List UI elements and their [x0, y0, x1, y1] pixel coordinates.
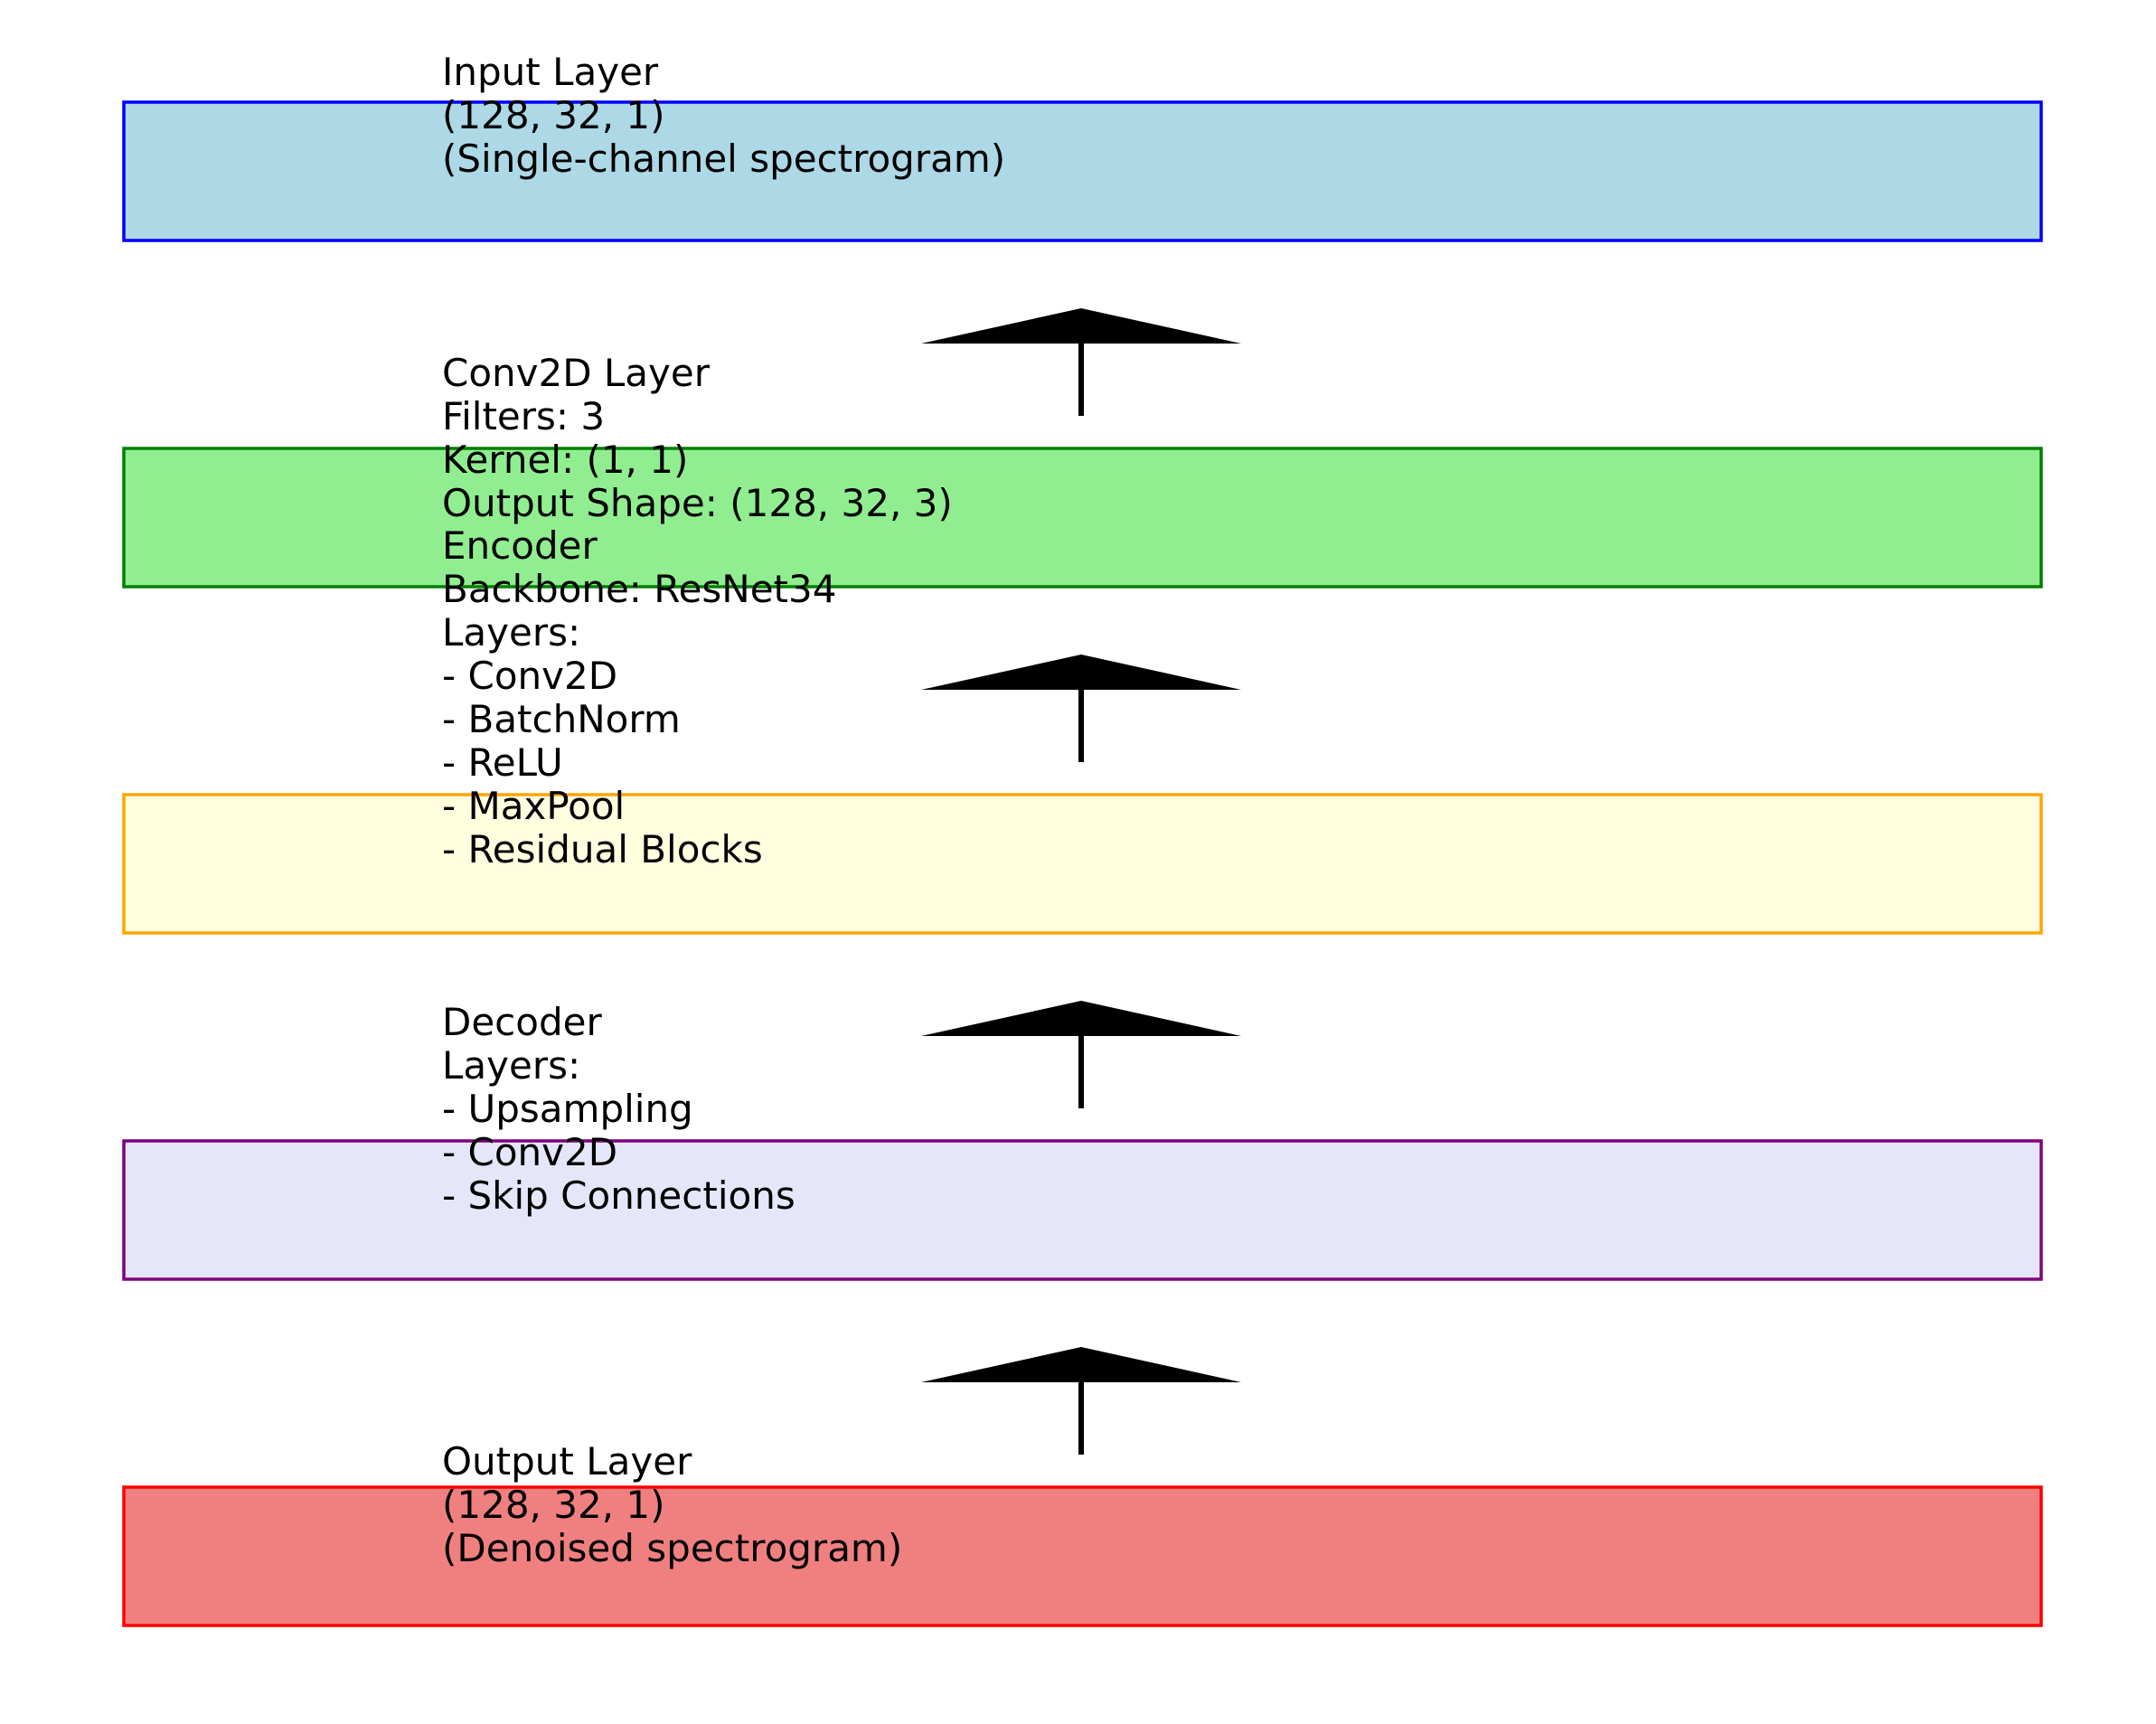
conv2d-layer-kernel: Kernel: (1, 1): [442, 438, 688, 482]
conv2d-layer-box: [122, 447, 2043, 589]
encoder-box: [122, 793, 2043, 935]
encoder-layer-item: - MaxPool: [442, 784, 625, 828]
flow-arrows: [921, 308, 1241, 1455]
output-layer-box: [122, 1485, 2043, 1627]
encoder-layer-item: - Conv2D: [442, 654, 617, 698]
encoder-backbone: Backbone: ResNet34: [442, 567, 836, 611]
output-layer-shape: (128, 32, 1): [442, 1483, 665, 1527]
input-layer-title: Input Layer: [442, 50, 659, 94]
encoder-layer-item: - Residual Blocks: [442, 827, 763, 871]
arrow-head: [921, 308, 1241, 344]
decoder-title: Decoder: [442, 1000, 602, 1044]
arrow-head: [921, 1001, 1241, 1036]
arrow-encoder-to-conv2d: [921, 655, 1241, 762]
arrow-head: [921, 655, 1241, 690]
input-layer-box: [122, 100, 2043, 242]
encoder-layer-item: - BatchNorm: [442, 697, 681, 741]
arrow-decoder-to-encoder: [921, 1001, 1241, 1108]
arrow-conv2d-to-input: [921, 308, 1241, 416]
decoder-layer-item: - Skip Connections: [442, 1173, 796, 1218]
arrow-output-to-decoder: [921, 1347, 1241, 1455]
output-layer-title: Output Layer: [442, 1439, 692, 1484]
block-labels: Input Layer (128, 32, 1) (Single-channel…: [442, 50, 1005, 1570]
encoder-layers-heading: Layers:: [442, 610, 580, 655]
input-layer-description: (Single-channel spectrogram): [442, 137, 1005, 181]
arrow-head: [921, 1347, 1241, 1382]
decoder-layer-item: - Conv2D: [442, 1130, 617, 1174]
input-layer-shape: (128, 32, 1): [442, 93, 665, 137]
block-boxes: [122, 100, 2043, 1627]
output-layer-description: (Denoised spectrogram): [442, 1526, 902, 1570]
encoder-title: Encoder: [442, 523, 598, 568]
decoder-layers-heading: Layers:: [442, 1043, 580, 1088]
decoder-layer-item: - Upsampling: [442, 1087, 693, 1131]
conv2d-layer-filters: Filters: 3: [442, 394, 605, 438]
conv2d-layer-output-shape: Output Shape: (128, 32, 3): [442, 481, 953, 525]
decoder-box: [122, 1139, 2043, 1281]
encoder-layer-item: - ReLU: [442, 740, 563, 785]
conv2d-layer-title: Conv2D Layer: [442, 351, 711, 395]
